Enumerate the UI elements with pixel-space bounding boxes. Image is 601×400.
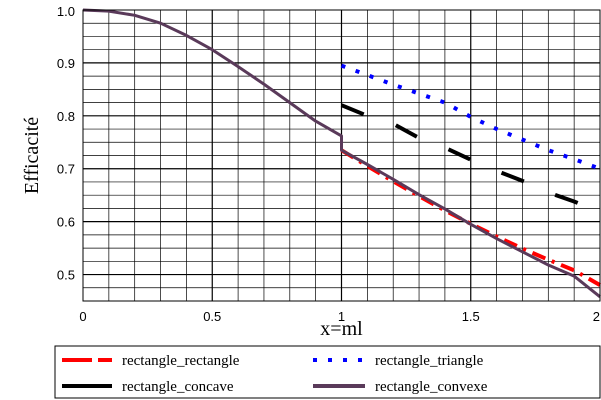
grid-lines [83,10,600,301]
y-tick-label: 0.8 [57,109,75,124]
legend: rectangle_rectangle rectangle_trianglerec… [54,345,601,399]
series-lines [82,8,601,298]
series-line-rectangle-concave [340,103,601,214]
x-tick-label: 0.5 [203,309,221,324]
x-tick-label: 2 [593,309,600,324]
y-tick-label: 1.0 [57,4,75,19]
x-tick-label: 0 [79,309,86,324]
legend-label-rectangle-concave: rectangle_concave [122,379,234,395]
x-tick-label: 1.5 [462,309,480,324]
series-line-rectangle-convexe [82,8,601,298]
legend-label-rectangle-convexe: rectangle_convexe [375,379,488,395]
series-line-rectangle-triangle [340,63,601,171]
y-tick-label: 0.5 [57,268,75,283]
x-axis-label: x=ml [320,318,363,340]
y-tick-label: 0.6 [57,215,75,230]
plot-border [82,9,601,302]
y-tick-label: 0.9 [57,56,75,71]
legend-box [54,345,601,399]
x-tick-label: 1 [338,309,345,324]
y-axis-label: Efficacité [21,117,43,194]
legend-label-rectangle-rectangle: rectangle_rectangle [122,353,240,369]
tick-labels: 0 0.5 1 1.5 2 0.5 0.6 0.7 0.8 0.9 1.0 [57,4,600,324]
y-tick-label: 0.7 [57,162,75,177]
legend-label-rectangle-triangle: rectangle_triangle [375,353,484,369]
